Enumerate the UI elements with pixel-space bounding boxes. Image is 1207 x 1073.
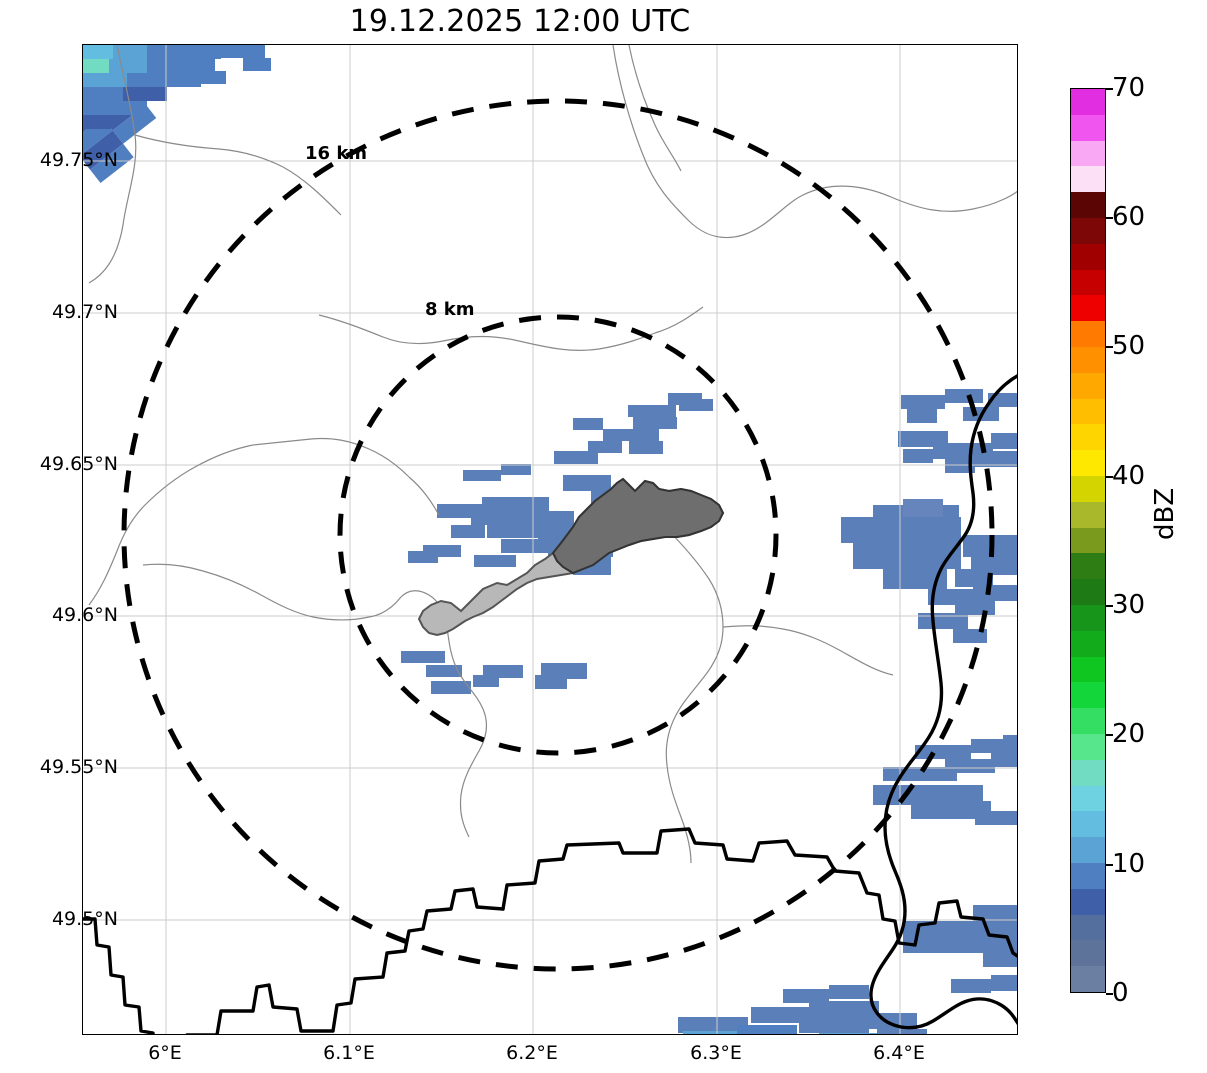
colorbar-band-16 [1071, 501, 1105, 528]
colorbar-band-7 [1071, 269, 1105, 296]
colorbar-band-10 [1071, 346, 1105, 373]
range-ring-16km-label: 16 km [305, 143, 368, 164]
city-polygon [417, 477, 725, 637]
colorbar-tick-60: 60 [1112, 202, 1146, 232]
xtick-label-0: 6°E [148, 1042, 182, 1064]
colorbar-tickmark-60 [1106, 217, 1113, 219]
colorbar-tick-50: 50 [1112, 331, 1146, 361]
colorbar-tick-10: 10 [1112, 849, 1146, 879]
echo-se-cluster [678, 975, 1017, 1034]
radar-echo-layer [83, 45, 1017, 1034]
colorbar-band-3 [1071, 166, 1105, 193]
colorbar-band-12 [1071, 398, 1105, 425]
administrative-boundaries [88, 45, 1017, 864]
colorbar-band-29 [1071, 837, 1105, 863]
colorbar-band-32 [1071, 914, 1105, 941]
colorbar-band-26 [1071, 759, 1105, 786]
ytick-label-2: 49.65°N [39, 453, 118, 475]
colorbar-band-28 [1071, 811, 1105, 838]
colorbar-band-25 [1071, 733, 1105, 760]
colorbar-band-21 [1071, 630, 1105, 657]
colorbar-tickmark-0 [1106, 993, 1113, 995]
colorbar-tickmark-30 [1106, 605, 1113, 607]
range-rings [121, 98, 995, 972]
colorbar-tick-40: 40 [1112, 461, 1146, 491]
colorbar-tick-20: 20 [1112, 719, 1146, 749]
colorbar-tickmark-70 [1106, 88, 1113, 90]
ytick-label-5: 49.5°N [51, 908, 118, 930]
colorbar-band-19 [1071, 579, 1105, 605]
range-ring-16km [121, 98, 995, 972]
colorbar-tickmark-10 [1106, 864, 1113, 866]
colorbar-band-33 [1071, 940, 1105, 967]
colorbar-band-23 [1071, 682, 1105, 709]
colorbar-tickmark-40 [1106, 476, 1113, 478]
radar-plot-area: 16 km 8 km [82, 44, 1018, 1035]
colorbar [1070, 88, 1106, 993]
colorbar-band-5 [1071, 217, 1105, 244]
colorbar-band-8 [1071, 295, 1105, 322]
colorbar-band-20 [1071, 604, 1105, 631]
xtick-label-2: 6.2°E [506, 1042, 558, 1064]
ytick-label-0: 49.75°N [39, 149, 118, 171]
radar-map-svg [83, 45, 1017, 1034]
colorbar-band-18 [1071, 553, 1105, 580]
colorbar-band-24 [1071, 708, 1105, 734]
colorbar-tickmark-20 [1106, 734, 1113, 736]
colorbar-band-30 [1071, 862, 1105, 889]
colorbar-band-1 [1071, 114, 1105, 141]
colorbar-band-4 [1071, 192, 1105, 218]
colorbar-axis-label: dBZ [1150, 487, 1180, 540]
xtick-label-3: 6.3°E [690, 1042, 742, 1064]
ytick-label-4: 49.55°N [39, 756, 118, 778]
colorbar-band-27 [1071, 785, 1105, 812]
ytick-label-1: 49.7°N [51, 301, 118, 323]
colorbar-tickmark-50 [1106, 346, 1113, 348]
page-title: 19.12.2025 12:00 UTC [349, 4, 691, 39]
colorbar-tick-70: 70 [1112, 73, 1146, 103]
colorbar-band-34 [1071, 966, 1105, 992]
range-ring-8km-label: 8 km [425, 299, 475, 320]
colorbar-band-13 [1071, 424, 1105, 451]
colorbar-band-11 [1071, 372, 1105, 399]
colorbar-band-14 [1071, 450, 1105, 476]
colorbar-band-0 [1071, 89, 1105, 115]
ytick-label-3: 49.6°N [51, 604, 118, 626]
xtick-label-1: 6.1°E [323, 1042, 375, 1064]
colorbar-tick-30: 30 [1112, 590, 1146, 620]
national-border [83, 374, 1017, 1034]
colorbar-band-9 [1071, 321, 1105, 347]
grid-lines [83, 45, 1017, 1034]
xtick-label-4: 6.4°E [873, 1042, 925, 1064]
colorbar-band-22 [1071, 656, 1105, 683]
colorbar-band-2 [1071, 140, 1105, 167]
range-ring-8km [337, 314, 779, 756]
colorbar-band-6 [1071, 243, 1105, 270]
colorbar-band-15 [1071, 475, 1105, 502]
colorbar-tick-0: 0 [1112, 978, 1129, 1008]
colorbar-band-31 [1071, 888, 1105, 915]
colorbar-band-17 [1071, 527, 1105, 554]
